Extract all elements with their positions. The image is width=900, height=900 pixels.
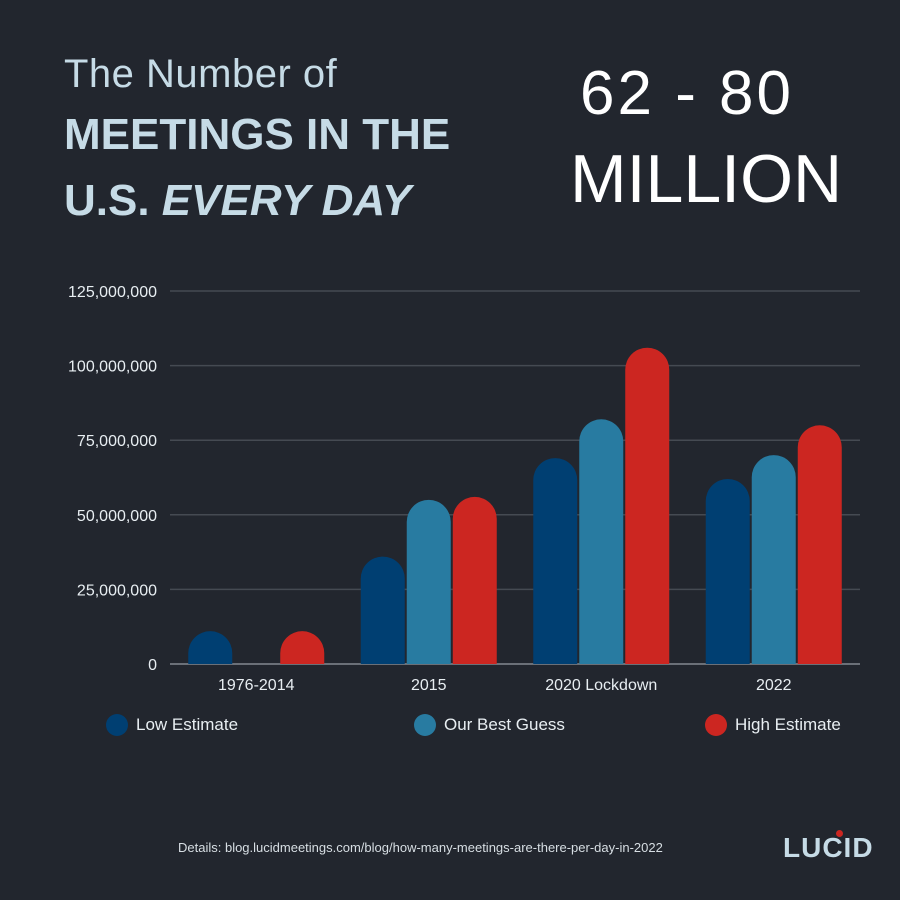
legend-label: Low Estimate: [136, 715, 239, 734]
bar-low-estimate: [533, 458, 578, 664]
logo-dot: [836, 830, 843, 837]
bar-our-best-guess: [751, 455, 796, 664]
bar-our-best-guess: [579, 419, 624, 664]
bar-low-estimate: [188, 631, 233, 664]
title-line-3-italic: EVERY DAY: [161, 176, 412, 225]
title-line-2: MEETINGS IN THE: [64, 110, 451, 159]
y-tick-label: 25,000,000: [77, 582, 157, 599]
bar-low-estimate: [360, 556, 405, 664]
y-tick-label: 0: [148, 657, 157, 674]
x-tick-label: 1976-2014: [218, 677, 295, 694]
headline-unit: MILLION: [570, 141, 843, 217]
headline-range: 62 - 80: [580, 59, 795, 128]
bar-high-estimate: [797, 425, 842, 664]
x-tick-label: 2015: [411, 677, 447, 694]
bar-high-estimate: [280, 631, 325, 664]
legend-item: Low Estimate: [106, 714, 238, 736]
legend-label: Our Best Guess: [444, 715, 565, 734]
legend-swatch: [414, 714, 436, 736]
y-tick-label: 75,000,000: [77, 433, 157, 450]
bar-our-best-guess: [406, 499, 451, 664]
bar-high-estimate: [452, 496, 497, 664]
bar-high-estimate: [625, 347, 670, 664]
title-line-3: U.S. EVERY DAY: [64, 176, 411, 226]
legend-swatch: [705, 714, 727, 736]
title-line-1: The Number of: [64, 52, 338, 96]
lucid-logo: LUCID: [783, 832, 874, 863]
y-tick-label: 125,000,000: [68, 284, 157, 301]
legend-item: Our Best Guess: [414, 714, 565, 736]
bar-low-estimate: [705, 478, 750, 664]
footer-details: Details: blog.lucidmeetings.com/blog/how…: [178, 840, 663, 855]
legend-swatch: [106, 714, 128, 736]
y-tick-label: 100,000,000: [68, 359, 157, 376]
y-tick-label: 50,000,000: [77, 508, 157, 525]
x-tick-label: 2020 Lockdown: [545, 677, 657, 694]
x-tick-label: 2022: [756, 677, 792, 694]
legend-label: High Estimate: [735, 715, 841, 734]
legend-item: High Estimate: [705, 714, 841, 736]
title-line-3-prefix: U.S.: [64, 176, 162, 225]
